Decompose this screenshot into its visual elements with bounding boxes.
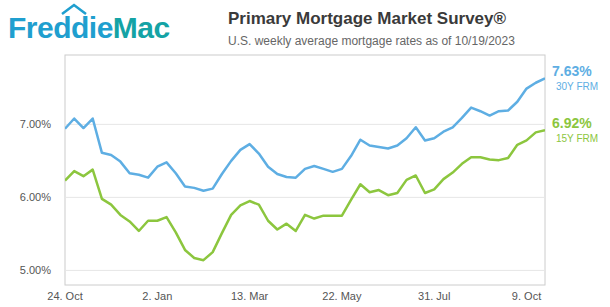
x-tick-label: 9. Oct xyxy=(512,290,541,302)
y-tick-label: 7.00% xyxy=(20,118,51,130)
x-tick-label: 2. Jan xyxy=(142,290,172,302)
grid-line xyxy=(65,124,545,125)
series-name: 30Y FRM xyxy=(556,81,598,92)
chart: FreddieMac Primary Mortgage Market Survey… xyxy=(0,0,610,307)
title: Primary Mortgage Market Survey® xyxy=(228,9,506,28)
grid-line xyxy=(65,197,545,198)
x-tick-label: 24. Oct xyxy=(47,290,82,302)
series-line xyxy=(65,130,545,260)
logo: FreddieMac xyxy=(8,5,170,44)
logo-part: Mac xyxy=(113,11,170,44)
end-value-label: 7.63% xyxy=(552,63,592,79)
plot-frame xyxy=(65,55,545,285)
x-tick-label: 31. Jul xyxy=(418,290,450,302)
series-name: 15Y FRM xyxy=(556,133,598,144)
series-group xyxy=(65,78,545,260)
x-tick-label: 22. May xyxy=(322,290,362,302)
grid-line xyxy=(65,270,545,271)
end-value-label: 6.92% xyxy=(552,115,592,131)
series-line xyxy=(65,78,545,190)
y-tick-label: 5.00% xyxy=(20,264,51,276)
logo-text: FreddieMac xyxy=(8,11,170,44)
y-tick-label: 6.00% xyxy=(20,191,51,203)
x-tick-label: 13. Mar xyxy=(231,290,269,302)
subtitle: U.S. weekly average mortgage rates as of… xyxy=(228,34,515,48)
logo-part: Freddie xyxy=(8,11,113,44)
